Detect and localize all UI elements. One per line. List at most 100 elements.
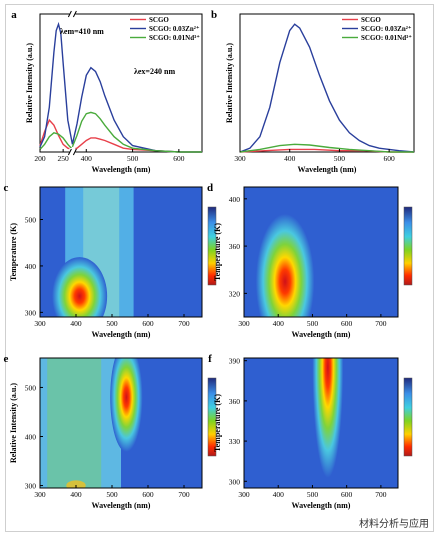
- panel-letter: b: [211, 9, 217, 21]
- panel-a: 200 250 400 500 600 Wavelength (nm) Relative I…: [11, 9, 203, 174]
- y-tick-label: 500: [25, 216, 37, 225]
- x-tick-label: 700: [178, 319, 190, 328]
- annotation-ex: λex=240 nm: [134, 67, 175, 76]
- y-tick-label: 320: [229, 289, 241, 298]
- heatmap-field: [40, 187, 202, 317]
- x-tick-label: 400: [273, 490, 285, 499]
- hotspot: [110, 358, 143, 452]
- panel-b: 300 400 500 600 Wavelength (nm) Relative Inte…: [211, 9, 415, 174]
- colorbar: [207, 206, 217, 286]
- colorbar: [403, 206, 413, 286]
- y-axis-label: Temperature (K): [213, 394, 222, 452]
- hotspot-minor: [66, 480, 86, 488]
- y-tick-label: 400: [25, 432, 37, 441]
- plot-frame: [39, 13, 203, 153]
- panel-letter: d: [207, 182, 213, 194]
- panel-letter: c: [4, 182, 9, 194]
- y-axis-label: Temperature (K): [9, 223, 18, 281]
- y-tick-label: 300: [25, 482, 37, 491]
- x-tick-label: 700: [375, 319, 387, 328]
- x-tick-label: 300: [34, 319, 46, 328]
- x-tick-label: 600: [341, 319, 353, 328]
- legend-label: SCGO: 0.03Zn²⁺: [361, 25, 412, 33]
- x-tick-label: 400: [70, 319, 82, 328]
- x-tick-label: 300: [238, 490, 250, 499]
- x-tick-label: 500: [106, 319, 118, 328]
- x-tick-label: 700: [178, 490, 190, 499]
- series-line-2: [39, 111, 202, 153]
- y-axis-label: Relative Intensity (a.u.): [225, 43, 234, 123]
- series-line-1: [39, 21, 202, 153]
- emission-band-noise: [47, 358, 102, 488]
- x-axis-label: Wavelength (nm): [292, 501, 351, 510]
- hotspot: [255, 213, 315, 317]
- x-tick-label: 600: [173, 154, 185, 163]
- x-tick-label: 500: [334, 154, 346, 163]
- plot-frame: [239, 13, 415, 153]
- x-tick-label: 400: [273, 319, 285, 328]
- x-tick-label: 600: [341, 490, 353, 499]
- x-tick-label: 400: [284, 154, 296, 163]
- x-tick-label: 600: [142, 319, 154, 328]
- legend-label: SCGO: [149, 16, 169, 24]
- x-tick-label: 600: [142, 490, 154, 499]
- x-tick-label: 500: [307, 319, 319, 328]
- plot-frame: [39, 357, 203, 489]
- x-tick-label: 500: [307, 490, 319, 499]
- y-tick-label: 360: [229, 397, 241, 406]
- y-tick-label: 300: [229, 477, 241, 486]
- y-axis-label: Relative Intensity (a.u.): [25, 43, 34, 123]
- break-gap: [69, 10, 76, 18]
- y-tick-label: 400: [25, 262, 37, 271]
- axis-break-mark: [67, 10, 77, 156]
- y-axis-label: Relative Intensity (a.u.): [9, 383, 18, 463]
- plot-frame: [39, 186, 203, 318]
- x-tick-label: 250: [58, 154, 70, 163]
- panel-e: 300 400 500 600 700 300 400 500 Wavelength (nm) R…: [4, 353, 217, 510]
- panel-letter: a: [11, 9, 17, 21]
- panel-d: 300 400 500 600 700 320 360 400 Wavelength (nm) T…: [207, 182, 413, 339]
- legend-label: SCGO: 0.03Zn²⁺: [149, 25, 200, 33]
- series-line-0: [39, 118, 202, 153]
- y-tick-label: 400: [229, 195, 241, 204]
- heatmap-field: [244, 187, 398, 317]
- y-axis-label: Temperature (K): [213, 223, 222, 281]
- x-axis-label: Wavelength (nm): [298, 165, 357, 174]
- break-slash: [72, 10, 77, 18]
- figure-frame: [5, 4, 434, 532]
- panel-letter: e: [4, 353, 9, 365]
- hotspot: [312, 358, 344, 478]
- x-tick-label: 200: [34, 154, 46, 163]
- x-tick-label: 300: [234, 154, 246, 163]
- x-axis-label: Wavelength (nm): [92, 165, 151, 174]
- legend-label: SCGO: 0.01Nd³⁺: [149, 34, 200, 42]
- x-axis-label: Wavelength (nm): [92, 330, 151, 339]
- heatmap-field: [40, 358, 202, 488]
- series-line-2: [239, 143, 414, 153]
- y-tick-label: 390: [229, 357, 241, 366]
- x-tick-label: 400: [70, 490, 82, 499]
- x-tick-label: 300: [238, 319, 250, 328]
- watermark: 材料分析与应用: [359, 519, 429, 530]
- x-tick-label: 300: [34, 490, 46, 499]
- x-axis-label: Wavelength (nm): [92, 501, 151, 510]
- legend-label: SCGO: [361, 16, 381, 24]
- break-gap: [69, 148, 76, 156]
- series-line-1: [239, 23, 415, 153]
- panel-c: 300 400 500 600 700 300 400 500 Wavelength (nm) T…: [4, 182, 217, 339]
- x-axis-label: Wavelength (nm): [292, 330, 351, 339]
- y-tick-label: 500: [25, 383, 37, 392]
- x-tick-label: 500: [127, 154, 139, 163]
- break-slash: [72, 148, 77, 156]
- x-tick-label: 600: [384, 154, 396, 163]
- panel-letter: f: [208, 353, 212, 365]
- y-tick-label: 360: [229, 242, 241, 251]
- annotation-em: λem=410 nm: [60, 27, 104, 36]
- plot-frame: [243, 357, 399, 489]
- panel-f: 300 400 500 600 700 300 330 360 390 Wavelength (n…: [208, 353, 413, 510]
- heatmap-field: [244, 358, 398, 488]
- legend-label: SCGO: 0.01Nd³⁺: [361, 34, 412, 42]
- x-tick-label: 700: [375, 490, 387, 499]
- colorbar: [207, 377, 217, 457]
